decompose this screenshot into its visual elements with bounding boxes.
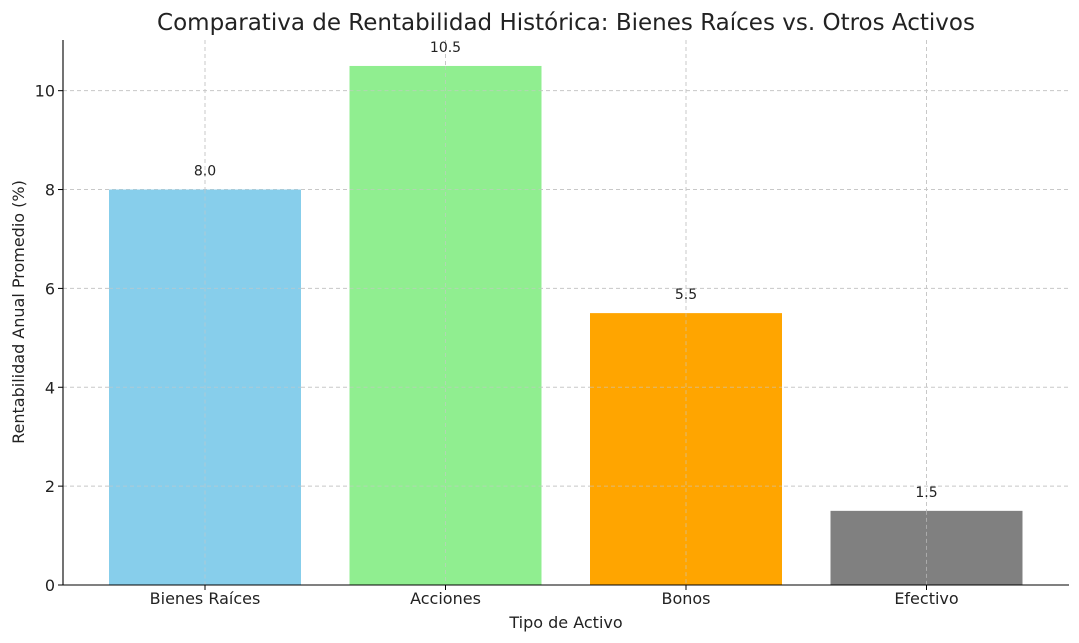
labels-layer: 8.0 10.5 5.5 1.5 [194, 40, 938, 501]
axes-layer [62, 40, 1069, 586]
bar-value-label: 8.0 [194, 164, 216, 180]
bars-layer [109, 65, 1023, 585]
y-tick-label: 10 [35, 82, 55, 101]
x-axis-title: Tipo de Activo [508, 613, 622, 632]
y-tick-label: 8 [45, 181, 55, 200]
bar-value-label: 5.5 [675, 287, 697, 303]
bar-value-label: 10.5 [430, 40, 461, 56]
y-tick-label: 2 [45, 477, 55, 496]
bar-value-label: 1.5 [915, 485, 937, 501]
y-axis-title: Rentabilidad Anual Promedio (%) [9, 180, 28, 444]
x-tick-label: Efectivo [894, 589, 958, 608]
y-tick-label: 4 [45, 378, 55, 397]
x-tick-label: Bonos [661, 589, 710, 608]
x-tick-label: Acciones [410, 589, 481, 608]
ticks-layer: 0 2 4 6 8 10 Bienes Raíces Acciones Bonos Efectiv… [35, 82, 959, 608]
y-tick-label: 6 [45, 279, 55, 298]
x-tick-label: Bienes Raíces [150, 589, 261, 608]
y-tick-label: 0 [45, 576, 55, 595]
chart-title: Comparativa de Rentabilidad Histórica: B… [157, 10, 975, 36]
